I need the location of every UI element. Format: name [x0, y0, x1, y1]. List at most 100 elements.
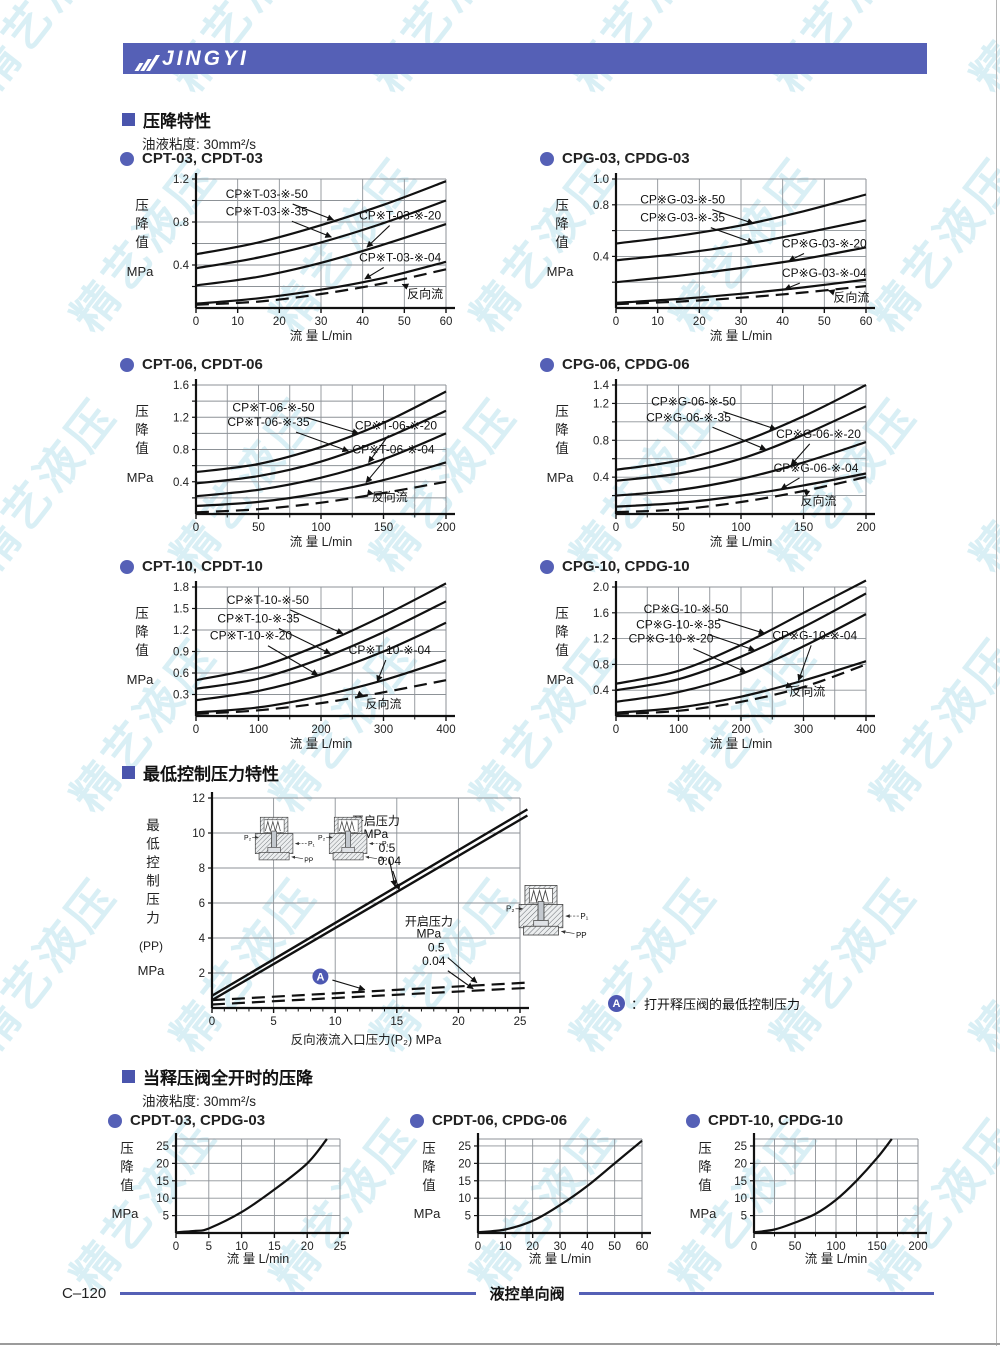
svg-text:0: 0 — [193, 316, 199, 328]
chart-canvas-cpg03: 0 10 20 30 40 50 60 0.4 0.8 1.0 流 量 L/min CP※G-03-※… — [580, 169, 880, 344]
bullet-icon — [540, 559, 554, 574]
svg-text:流 量 L/min: 流 量 L/min — [529, 1252, 592, 1266]
svg-text:A: A — [316, 972, 324, 984]
svg-text:0.8: 0.8 — [593, 435, 609, 447]
svg-text:15: 15 — [458, 1176, 471, 1188]
bullet-icon — [120, 559, 134, 574]
svg-text:1.6: 1.6 — [173, 380, 189, 392]
svg-text:10: 10 — [329, 1016, 342, 1028]
bullet-icon — [120, 357, 134, 372]
chart-canvas-cpdt03: 0 5 10 15 20 25 5 10 15 20 25 流 量 L/min — [142, 1131, 354, 1267]
brand-logo: JINGYI — [134, 46, 249, 71]
svg-text:50: 50 — [789, 1241, 802, 1253]
chart-block-cpt03: CPT-03, CPDT-03 压降值 MPa 0 10 20 30 40 50 60 0.4… — [120, 150, 460, 344]
svg-text:40: 40 — [776, 316, 789, 328]
svg-text:50: 50 — [608, 1241, 621, 1253]
chart-title: CPT-10, CPDT-10 — [120, 558, 460, 575]
chart-title: CPT-06, CPDT-06 — [120, 356, 460, 373]
svg-text:30: 30 — [554, 1241, 567, 1253]
footer-category: 液控单向阀 — [489, 1286, 565, 1303]
svg-text:20: 20 — [693, 316, 706, 328]
svg-text:2.0: 2.0 — [593, 582, 609, 594]
svg-text:CP※G-10-※-50: CP※G-10-※-50 — [644, 602, 729, 616]
svg-text:150: 150 — [794, 522, 813, 534]
svg-text:CP※G-06-※-35: CP※G-06-※-35 — [646, 410, 731, 424]
svg-text:CP※T-03-※-04: CP※T-03-※-04 — [359, 250, 441, 264]
svg-text:12: 12 — [192, 793, 205, 805]
svg-text:50: 50 — [818, 316, 831, 328]
svg-text:CP※G-03-※-20: CP※G-03-※-20 — [782, 237, 867, 251]
chart-title: CPDT-06, CPDG-06 — [410, 1112, 656, 1129]
svg-text:反向流: 反向流 — [800, 493, 836, 508]
svg-text:0: 0 — [173, 1241, 179, 1253]
footer-rule — [578, 1292, 934, 1295]
svg-text:0.5: 0.5 — [428, 941, 445, 955]
bullet-icon — [686, 1113, 700, 1128]
bullet-icon — [108, 1113, 122, 1128]
bullet-icon — [540, 357, 554, 372]
port-pp-label: PP — [378, 857, 388, 864]
svg-text:CP※T-06-※-35: CP※T-06-※-35 — [227, 415, 309, 429]
svg-text:50: 50 — [672, 522, 685, 534]
svg-text:400: 400 — [436, 724, 455, 736]
watermark-text: 精艺液压 — [0, 868, 128, 1062]
chart-block-cpg06: CPG-06, CPDG-06 压降值 MPa 0 50 100 150 200 0.4 0… — [540, 356, 880, 550]
chart-block-cpdt10: CPDT-10, CPDG-10 压降值 MPa 0 50 100 150 200 5 10… — [686, 1112, 932, 1267]
watermark-text: 精艺液压 — [961, 868, 1000, 1062]
section-title: 压降特性 — [143, 112, 211, 131]
svg-text:60: 60 — [636, 1241, 649, 1253]
viscosity-note: 油液粘度: 30mm²/s — [142, 1094, 257, 1109]
badge-a-icon: A — [608, 995, 625, 1012]
svg-text:100: 100 — [249, 724, 268, 736]
svg-text:CP※G-03-※-50: CP※G-03-※-50 — [640, 193, 725, 207]
chart-block-cpt06: CPT-06, CPDT-06 压降值 MPa 0 50 100 150 200 0.4 0… — [120, 356, 460, 550]
section-pressure-drop-header: 压降特性 — [122, 107, 211, 132]
svg-text:50: 50 — [252, 522, 265, 534]
valve-diagram: P₂ P₁ PP — [244, 816, 316, 864]
svg-text:1.6: 1.6 — [593, 608, 609, 620]
port-p2-label: P₂ — [318, 835, 326, 842]
svg-text:CP※T-10-※-20: CP※T-10-※-20 — [210, 629, 292, 643]
chart-canvas-cpt03: 0 10 20 30 40 50 60 0.4 0.8 1.2 流 量 L/min CP※T-03-※… — [160, 169, 460, 344]
svg-text:0.4: 0.4 — [593, 685, 610, 697]
svg-text:1.2: 1.2 — [173, 625, 189, 637]
svg-text:CP※G-06-※-20: CP※G-06-※-20 — [776, 427, 861, 441]
svg-text:10: 10 — [231, 316, 244, 328]
svg-text:0.9: 0.9 — [173, 647, 189, 659]
svg-text:0: 0 — [193, 724, 199, 736]
svg-text:开启压力: 开启压力 — [352, 814, 400, 828]
svg-text:流 量 L/min: 流 量 L/min — [227, 1252, 290, 1266]
svg-text:CP※T-06-※-50: CP※T-06-※-50 — [232, 401, 314, 415]
svg-text:10: 10 — [651, 316, 664, 328]
chart-canvas-cpt10: 0 100 200 300 400 0.3 0.6 0.9 1.2 1.5 1.8 流 量 L/min… — [160, 577, 460, 752]
y-axis-label: 压降值 MPa — [546, 198, 574, 279]
svg-text:15: 15 — [156, 1176, 169, 1188]
svg-text:0.3: 0.3 — [173, 690, 189, 702]
svg-text:0.4: 0.4 — [173, 260, 190, 272]
svg-text:0.8: 0.8 — [593, 659, 609, 671]
svg-text:流 量 L/min: 流 量 L/min — [290, 329, 353, 343]
svg-text:100: 100 — [731, 522, 750, 534]
svg-text:CP※T-10-※-04: CP※T-10-※-04 — [349, 643, 431, 657]
svg-text:60: 60 — [860, 316, 873, 328]
chart-canvas-cpg06: 0 50 100 150 200 0.4 0.8 1.2 1.4 流 量 L/min CP※G-06… — [580, 375, 880, 550]
port-pp-label: PP — [304, 857, 314, 864]
bullet-icon — [120, 151, 134, 166]
svg-text:60: 60 — [440, 316, 453, 328]
svg-text:CP※T-03-※-35: CP※T-03-※-35 — [226, 204, 308, 218]
chart-title: CPT-03, CPDT-03 — [120, 150, 460, 167]
svg-text:10: 10 — [499, 1241, 512, 1253]
svg-text:25: 25 — [334, 1241, 347, 1253]
svg-text:1.8: 1.8 — [173, 582, 189, 594]
brand-name: JINGYI — [162, 47, 249, 70]
chart-title: CPG-03, CPDG-03 — [540, 150, 880, 167]
svg-text:CP※G-03-※-04: CP※G-03-※-04 — [782, 266, 867, 280]
svg-text:CP※G-03-※-35: CP※G-03-※-35 — [640, 211, 725, 225]
svg-text:20: 20 — [458, 1158, 471, 1170]
svg-text:400: 400 — [856, 724, 875, 736]
svg-text:CP※G-06-※-50: CP※G-06-※-50 — [651, 395, 736, 409]
svg-text:流 量 L/min: 流 量 L/min — [290, 535, 353, 549]
svg-text:0.8: 0.8 — [173, 445, 189, 457]
chart-title: CPDT-03, CPDG-03 — [108, 1112, 354, 1129]
